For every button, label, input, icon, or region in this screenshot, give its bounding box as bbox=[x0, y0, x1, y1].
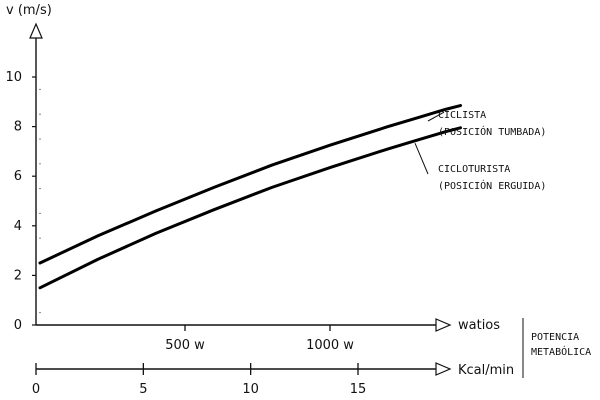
series-line bbox=[38, 104, 462, 265]
y-axis-label: v (m/s) bbox=[6, 3, 52, 18]
y-tick-label: 2 bbox=[14, 268, 22, 283]
shared-axis-title-line: METABÓLICA bbox=[531, 345, 591, 358]
series-label: CICLOTURISTA bbox=[438, 164, 510, 175]
y-axis-arrow-icon bbox=[29, 22, 43, 39]
series bbox=[38, 104, 462, 290]
labels: v (m/s) watios Kcal/min POTENCIA METABÓLICA C… bbox=[6, 3, 591, 378]
ticks: 0 2 4 6 8 10 500 w 1000 w 0 5 10 15 bbox=[5, 70, 366, 397]
axes bbox=[29, 22, 524, 378]
series-label: CICLISTA bbox=[438, 110, 486, 121]
series-label: (POSICIÓN ERGUIDA) bbox=[438, 179, 546, 192]
x-axis-power-arrow-icon bbox=[435, 318, 452, 332]
x-energy-tick-label: 10 bbox=[242, 382, 259, 397]
x-power-unit-label: watios bbox=[458, 318, 500, 333]
y-tick-label: 0 bbox=[14, 318, 22, 333]
x-axis-energy-arrow-icon bbox=[435, 362, 452, 376]
series-leader-line bbox=[427, 111, 445, 122]
x-energy-tick-label: 0 bbox=[32, 382, 40, 397]
x-energy-tick-label: 5 bbox=[139, 382, 147, 397]
series-leader-line bbox=[414, 143, 429, 175]
y-tick-label: 10 bbox=[5, 70, 22, 85]
x-energy-tick-label: 15 bbox=[350, 382, 367, 397]
y-tick-label: 4 bbox=[14, 219, 22, 234]
shared-axis-title-line: POTENCIA bbox=[531, 332, 579, 343]
series-label: (POSICIÓN TUMBADA) bbox=[438, 125, 546, 138]
x-energy-unit-label: Kcal/min bbox=[458, 363, 514, 378]
x-power-tick-label: 500 w bbox=[165, 338, 205, 353]
y-tick-label: 6 bbox=[14, 169, 22, 184]
y-tick-label: 8 bbox=[14, 120, 22, 135]
series-line bbox=[38, 126, 462, 290]
x-power-tick-label: 1000 w bbox=[306, 338, 354, 353]
